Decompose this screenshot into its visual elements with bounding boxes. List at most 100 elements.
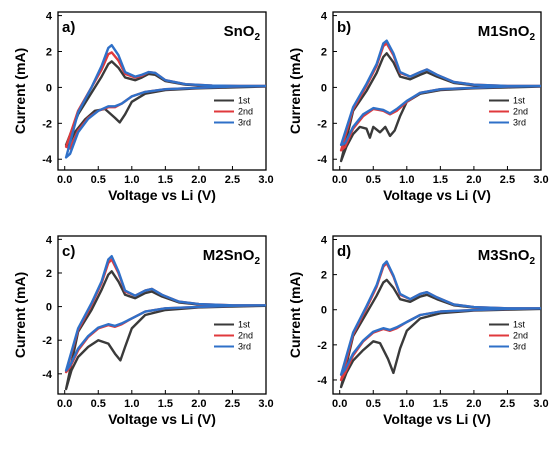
legend-label: 2nd	[238, 330, 253, 340]
legend-label: 3rd	[238, 117, 251, 127]
y-tick-label: 4	[321, 11, 328, 23]
y-axis-title: Current (mA)	[287, 48, 303, 134]
x-tick-label: 0.0	[332, 174, 347, 186]
x-tick-label: 0.5	[91, 174, 106, 186]
legend-label: 3rd	[513, 117, 526, 127]
sample-label-subscript: 2	[254, 256, 260, 267]
y-tick-label: 0	[321, 82, 327, 94]
cv-curve-3rd	[339, 39, 541, 147]
y-tick-label: -2	[42, 335, 52, 347]
y-tick-label: 4	[46, 11, 53, 23]
x-tick-label: 3.0	[258, 174, 273, 186]
x-tick-label: 0.0	[57, 398, 72, 410]
y-tick-label: 0	[46, 302, 52, 314]
plot-frame	[332, 11, 542, 171]
cv-curve-1st	[339, 52, 541, 163]
plot-frame	[57, 235, 267, 395]
x-tick-label: 2.0	[191, 174, 206, 186]
plot-frame	[57, 11, 267, 171]
sample-label-subscript: 2	[529, 32, 535, 43]
y-tick-label: 4	[46, 234, 53, 246]
panel-a: 0.0 0.5 1.0 1.5 2.0 2.5 3.0 -4 -2 0 2 4 Voltage vs L…	[12, 11, 274, 203]
legend-label: 2nd	[513, 330, 528, 340]
legend-label: 3rd	[513, 341, 526, 351]
y-tick-label: -2	[317, 118, 327, 130]
panel-tag: d)	[337, 243, 351, 260]
legend-label: 1st	[513, 95, 526, 105]
curve-group	[64, 44, 266, 159]
sample-label: M3SnO2	[478, 247, 536, 267]
x-tick-label: 2.5	[225, 398, 240, 410]
x-tick-label: 1.5	[158, 174, 173, 186]
sample-label-base: M1SnO	[478, 23, 530, 40]
legend-label: 2nd	[238, 106, 253, 116]
x-tick-label: 0.5	[91, 398, 106, 410]
sample-label: M2SnO2	[203, 247, 261, 267]
legend-label: 1st	[238, 319, 251, 329]
x-tick-label: 1.0	[124, 398, 139, 410]
y-tick-label: -4	[42, 369, 53, 381]
curve-group	[339, 39, 541, 163]
legend-label: 3rd	[238, 341, 251, 351]
x-tick-label: 0.5	[366, 174, 381, 186]
x-axis-title: Voltage vs Li (V)	[383, 411, 491, 427]
y-axis-title: Current (mA)	[287, 272, 303, 358]
panel-c: 0.0 0.5 1.0 1.5 2.0 2.5 3.0 -4 -2 0 2 4 Voltage vs L…	[12, 234, 274, 427]
x-tick-label: 2.5	[225, 174, 240, 186]
y-tick-label: 2	[321, 270, 327, 282]
x-tick-label: 2.0	[466, 398, 481, 410]
sample-label: SnO2	[224, 23, 261, 43]
x-tick-label: 2.5	[500, 398, 515, 410]
x-tick-label: 1.5	[433, 398, 448, 410]
x-tick-label: 1.5	[433, 174, 448, 186]
x-tick-label: 2.0	[191, 398, 206, 410]
panel-d: 0.0 0.5 1.0 1.5 2.0 2.5 3.0 -4 -2 0 2 4 Voltage vs L…	[287, 235, 549, 427]
sample-label: M1SnO2	[478, 23, 536, 43]
cv-curve-1st	[64, 60, 266, 148]
plot-frame	[332, 235, 542, 395]
x-tick-label: 3.0	[533, 398, 548, 410]
x-tick-label: 1.0	[399, 174, 414, 186]
panel-tag: a)	[62, 19, 75, 36]
cv-curve-2nd	[64, 258, 266, 374]
y-tick-label: -2	[317, 340, 327, 352]
sample-label-base: SnO	[224, 23, 255, 40]
x-tick-label: 3.0	[258, 398, 273, 410]
x-tick-label: 1.0	[399, 398, 414, 410]
y-tick-label: 0	[46, 82, 52, 94]
y-tick-label: 2	[46, 268, 52, 280]
y-tick-label: -4	[42, 154, 53, 166]
x-tick-label: 2.0	[466, 174, 481, 186]
panel-tag: b)	[337, 19, 351, 36]
legend-label: 1st	[513, 319, 526, 329]
y-tick-label: 0	[321, 305, 327, 317]
x-axis-title: Voltage vs Li (V)	[108, 187, 216, 203]
x-axis-title: Voltage vs Li (V)	[108, 411, 216, 427]
x-axis-title: Voltage vs Li (V)	[383, 187, 491, 203]
y-tick-label: -4	[317, 154, 328, 166]
sample-label-base: M2SnO	[203, 247, 255, 264]
curve-group	[339, 260, 541, 389]
y-tick-label: 2	[46, 47, 52, 59]
y-tick-label: -2	[42, 118, 52, 130]
x-tick-label: 0.0	[332, 398, 347, 410]
x-tick-label: 1.5	[158, 398, 173, 410]
sample-label-base: M3SnO	[478, 247, 530, 264]
legend-label: 2nd	[513, 106, 528, 116]
y-tick-label: -4	[317, 375, 328, 387]
x-tick-label: 0.0	[57, 174, 72, 186]
y-axis-title: Current (mA)	[12, 272, 28, 358]
cv-curve-3rd	[339, 260, 541, 376]
cv-curve-2nd	[64, 51, 266, 150]
x-tick-label: 2.5	[500, 174, 515, 186]
cv-curve-3rd	[64, 44, 266, 159]
x-tick-label: 3.0	[533, 174, 548, 186]
cv-curve-2nd	[339, 262, 541, 382]
x-tick-label: 1.0	[124, 174, 139, 186]
curve-group	[64, 255, 266, 391]
y-axis-title: Current (mA)	[12, 48, 28, 134]
